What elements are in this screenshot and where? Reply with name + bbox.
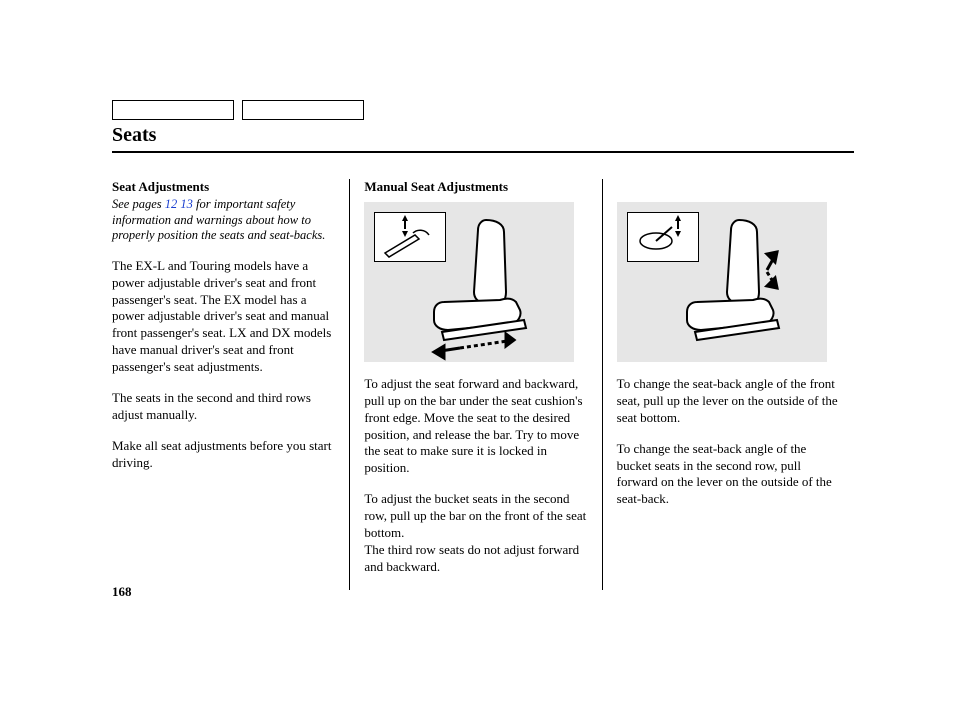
page-title: Seats — [112, 124, 854, 153]
content-columns: Seat Adjustments See pages 12 13 for imp… — [112, 179, 854, 590]
col1-p2: The seats in the second and third rows a… — [112, 390, 335, 424]
lever-pull-icon — [628, 213, 700, 263]
col1-p1: The EX-L and Touring models have a power… — [112, 258, 335, 376]
col1-p3: Make all seat adjustments before you sta… — [112, 438, 335, 472]
seat-slide-inset — [374, 212, 446, 262]
col3-p2: To change the seat-back angle of the buc… — [617, 441, 840, 509]
seat-recline-inset — [627, 212, 699, 262]
bar-pull-icon — [375, 213, 447, 263]
col2-p1: To adjust the seat forward and backward,… — [364, 376, 587, 477]
seat-adjustments-heading: Seat Adjustments — [112, 179, 335, 196]
seat-back-angle-figure — [617, 202, 827, 362]
manual-seat-adjustments-heading: Manual Seat Adjustments — [364, 179, 587, 196]
tab-box-2 — [242, 100, 364, 120]
page-link-12[interactable]: 12 — [165, 197, 178, 211]
col3-spacer — [617, 179, 840, 196]
safety-note: See pages 12 13 for important safety inf… — [112, 197, 335, 244]
column-3: To change the seat-back angle of the fro… — [602, 179, 854, 590]
seat-forward-backward-figure — [364, 202, 574, 362]
note-pre: See pages — [112, 197, 165, 211]
page-link-13[interactable]: 13 — [180, 197, 193, 211]
column-2: Manual Seat Adjustments — [349, 179, 601, 590]
col2-p2: To adjust the bucket seats in the second… — [364, 491, 587, 542]
page-number: 168 — [112, 584, 132, 600]
header-tabs — [112, 100, 854, 120]
column-1: Seat Adjustments See pages 12 13 for imp… — [112, 179, 349, 590]
tab-box-1 — [112, 100, 234, 120]
col3-p1: To change the seat-back angle of the fro… — [617, 376, 840, 427]
col2-p3: The third row seats do not adjust forwar… — [364, 542, 587, 576]
